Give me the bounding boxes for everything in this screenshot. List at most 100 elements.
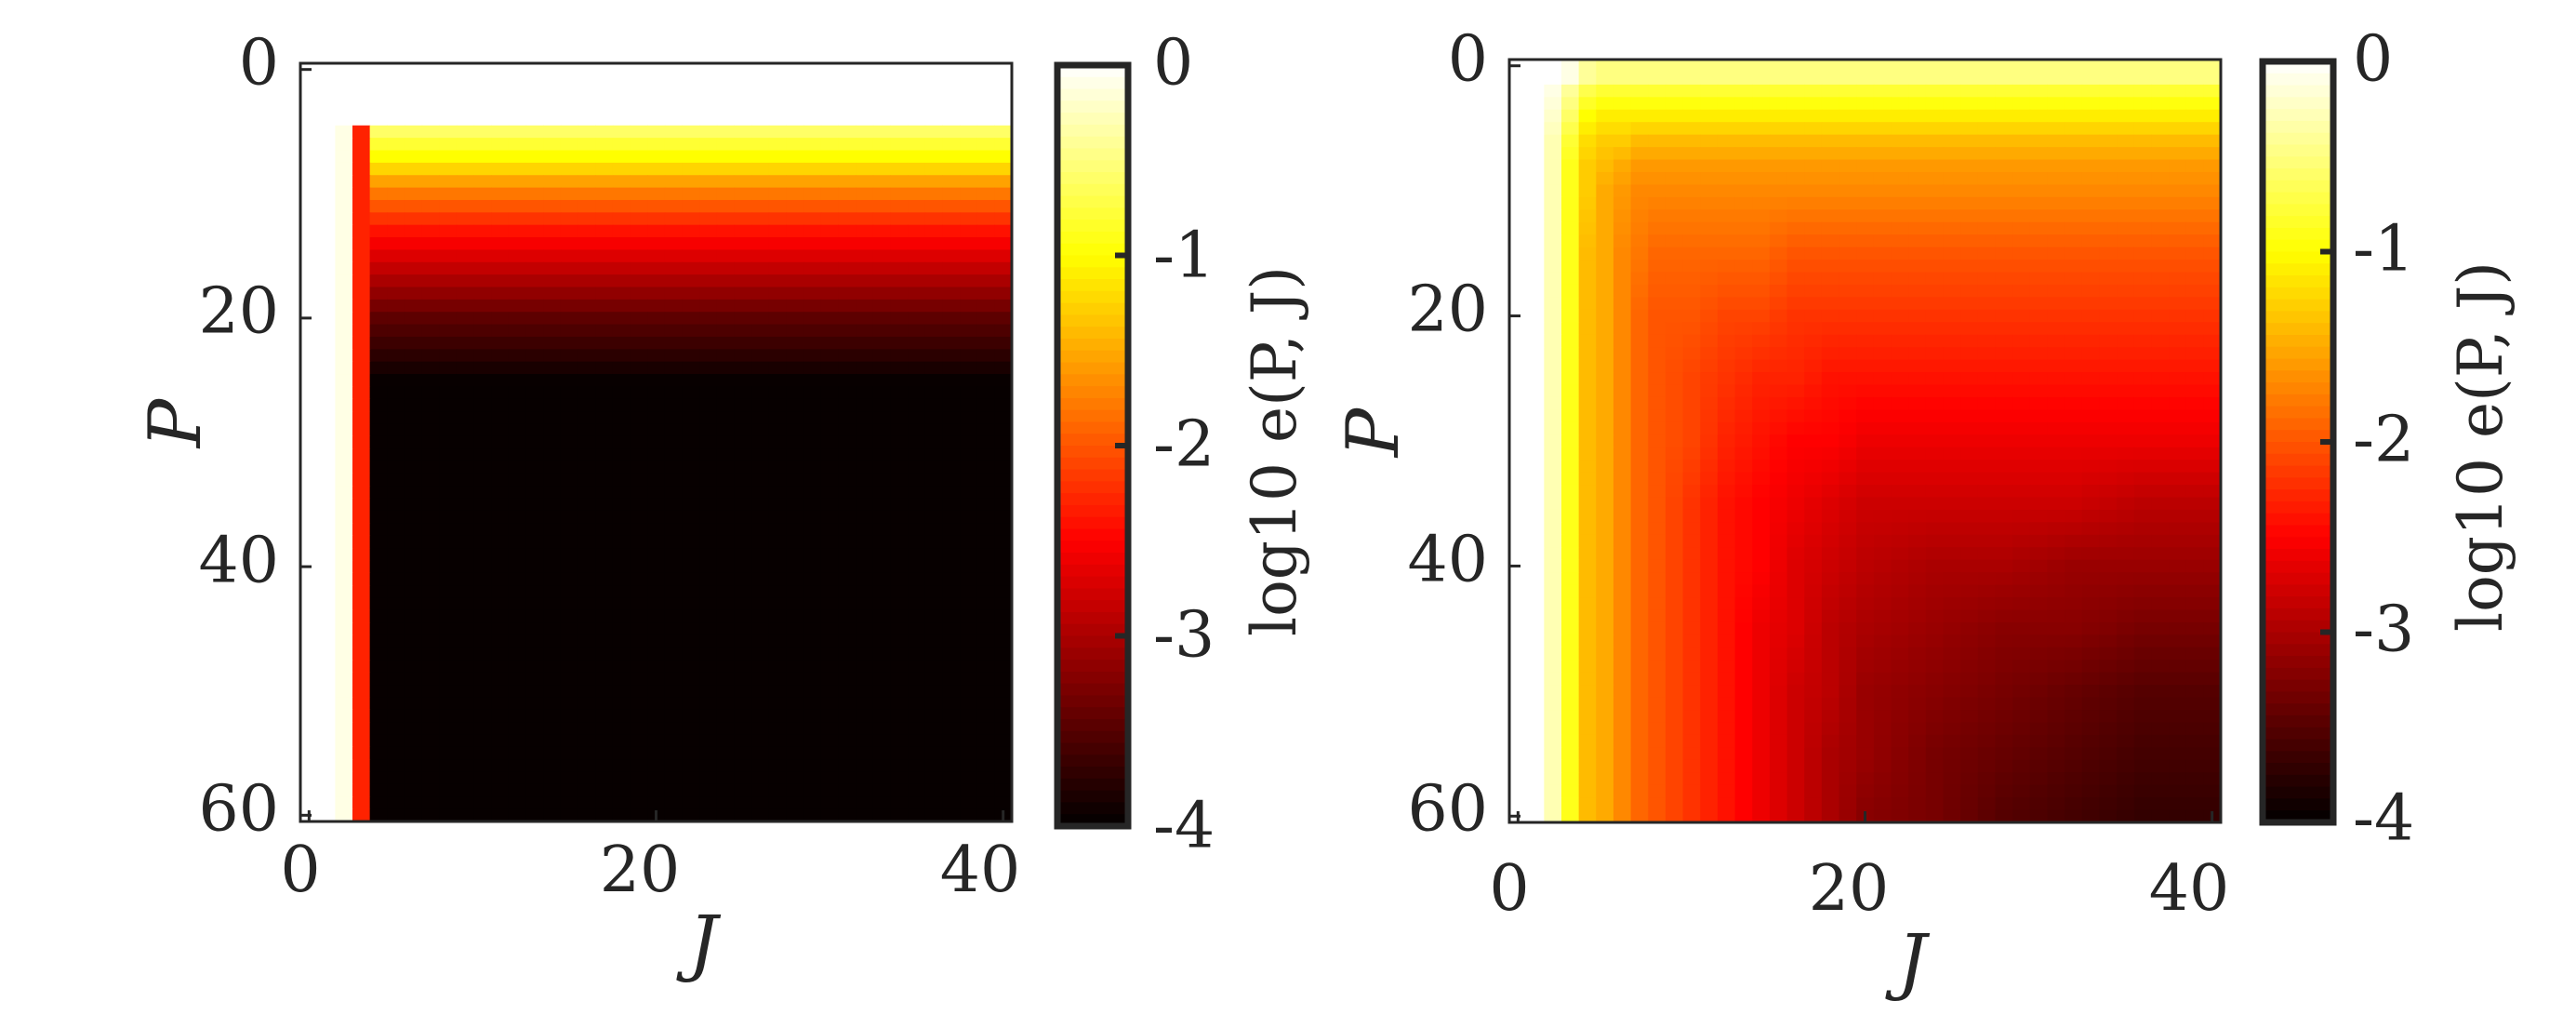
heatmap-cell [387,274,405,288]
heatmap-cell [872,448,891,462]
heatmap-cell [2012,60,2031,73]
heatmap-cell [421,312,440,326]
heatmap-cell [838,548,856,562]
heatmap-cell [456,597,475,611]
heatmap-cell [1560,122,1580,136]
heatmap-cell [1596,171,1614,186]
heatmap-cell [508,287,527,300]
heatmap-cell [335,486,353,500]
heatmap-cell [786,63,804,76]
heatmap-cell [872,622,891,636]
heatmap-cell [369,125,388,139]
heatmap-cell [1682,409,1701,423]
heatmap-cell [1960,84,1979,98]
heatmap-cell [803,224,822,238]
heatmap-cell [1734,497,1753,511]
colorbar-segment [1057,742,1128,755]
heatmap-cell [1596,221,1614,235]
colorbar-segment [1057,528,1128,541]
heatmap-cell [1839,272,1857,286]
heatmap-cell [768,660,788,674]
heatmap-cell [595,796,614,810]
heatmap-cell [612,199,631,213]
heatmap-cell [508,274,527,288]
heatmap-cell [1856,234,1875,248]
heatmap-cell [1891,759,1909,773]
heatmap-cell [2099,647,2118,661]
heatmap-cell [1613,772,1632,786]
heatmap-cell [786,423,804,437]
heatmap-cell [647,150,666,164]
heatmap-cell [2169,597,2187,611]
heatmap-cell [1544,485,1562,499]
heatmap-cell [2185,747,2204,761]
heatmap-cell [2185,247,2204,260]
heatmap-cell [734,672,752,686]
heatmap-cell [838,138,856,152]
heatmap-cell [2081,384,2100,398]
heatmap-cell [595,672,614,686]
heatmap-cell [369,224,388,238]
heatmap-cell [803,87,822,101]
heatmap-cell [1682,247,1701,260]
heatmap-cell [1613,147,1632,161]
heatmap-cell [421,697,440,711]
heatmap-cell [2099,472,2118,486]
heatmap-cell [456,411,475,425]
heatmap-cell [890,597,909,611]
heatmap-cell [976,759,995,773]
heatmap-cell [768,771,788,785]
heatmap-cell [508,609,527,623]
heatmap-cell [1578,734,1597,748]
heatmap-cell [976,398,995,412]
heatmap-cell [994,597,1012,611]
heatmap-cell [578,597,596,611]
heatmap-cell [664,609,684,623]
heatmap-cell [924,685,943,698]
heatmap-cell [786,237,804,251]
heatmap-cell [1665,685,1684,699]
heatmap-cell [1682,485,1701,499]
heatmap-cell [1977,434,1997,448]
heatmap-cell [664,75,684,89]
heatmap-cell [1596,322,1614,336]
heatmap-cell [2169,447,2187,461]
heatmap-cell [924,498,943,512]
heatmap-cell [2117,334,2135,348]
heatmap-cell [1526,334,1545,348]
heatmap-cell [647,224,666,238]
heatmap-cell [2065,109,2083,123]
heatmap-cell [2169,685,2187,699]
heatmap-cell [630,374,648,387]
heatmap-cell [699,783,718,797]
heatmap-cell [1717,447,1736,461]
heatmap-cell [699,175,718,189]
heatmap-cell [1856,609,1875,623]
heatmap-cell [2099,534,2118,548]
heatmap-cell [456,435,475,449]
heatmap-cell [1526,159,1545,173]
heatmap-cell [908,808,926,821]
heatmap-cell [872,199,891,213]
heatmap-cell [1734,196,1753,210]
heatmap-cell [317,461,336,474]
heatmap-cell [630,324,648,338]
heatmap-cell [2185,497,2204,511]
heatmap-cell [1873,759,1892,773]
heatmap-cell [421,261,440,275]
heatmap-cell [560,759,579,773]
heatmap-cell [751,162,770,176]
heatmap-cell [1544,634,1562,648]
heatmap-cell [1682,597,1701,611]
heatmap-cell [872,63,891,76]
heatmap-cell [838,572,856,586]
heatmap-cell [2099,260,2118,274]
heatmap-cell [1856,134,1875,148]
heatmap-cell [1891,685,1909,699]
heatmap-cell [473,100,492,114]
heatmap-cell [578,746,596,760]
heatmap-cell [1665,272,1684,286]
heatmap-cell [820,609,840,623]
heatmap-cell [1977,722,1997,736]
heatmap-cell [1752,109,1771,123]
